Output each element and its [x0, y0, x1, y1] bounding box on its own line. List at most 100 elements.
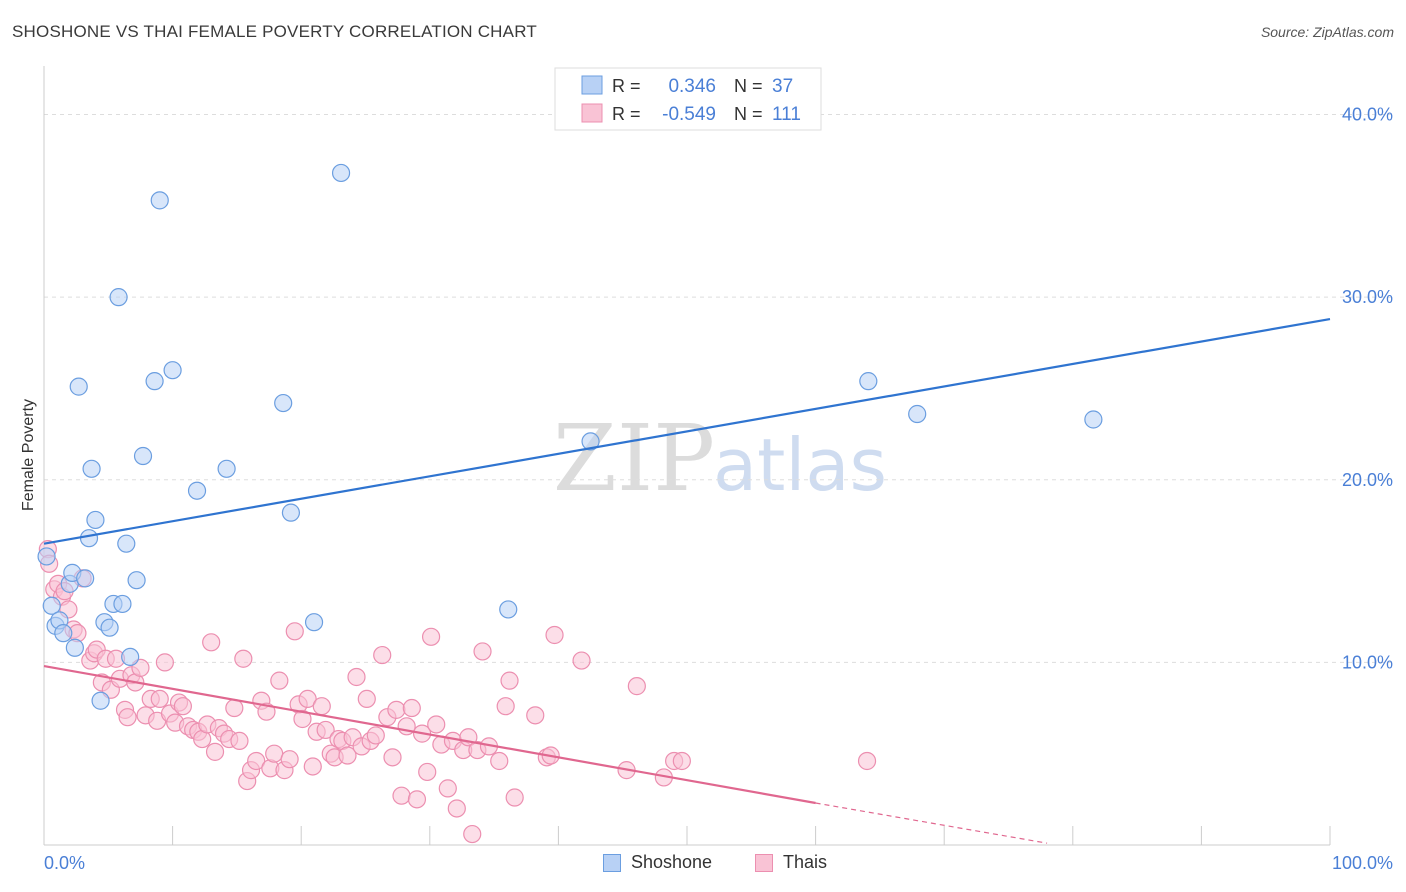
shoshone-point	[145, 372, 164, 391]
thais-point	[496, 697, 515, 716]
gridlines	[44, 114, 1392, 663]
thais-point	[338, 746, 357, 765]
shoshone-point	[76, 569, 95, 588]
shoshone-point	[100, 618, 119, 637]
stats-n-label: N =	[734, 104, 763, 124]
thais-point	[500, 671, 519, 690]
legend-swatch-shoshone	[603, 853, 621, 872]
thais-point	[173, 697, 192, 716]
thais-point	[421, 627, 441, 646]
thais-point	[473, 642, 492, 661]
shoshone-point	[187, 481, 207, 500]
shoshone-point	[1084, 410, 1103, 429]
thais-point	[234, 649, 253, 668]
legend-swatch-thais	[755, 853, 773, 872]
thais-point	[285, 622, 304, 641]
thais-point	[357, 689, 376, 709]
shoshone-point	[69, 377, 88, 396]
shoshone-point	[859, 372, 878, 391]
thais-point	[205, 742, 225, 761]
legend-label-shoshone: Shoshone	[631, 852, 713, 872]
shoshone-point	[121, 647, 140, 667]
thais-point	[447, 799, 466, 818]
shoshone-point	[117, 534, 136, 553]
stats-r-value: -0.549	[662, 104, 716, 125]
y-tick-label: 30.0%	[1342, 287, 1393, 307]
x-tick-label: 0.0%	[44, 853, 85, 873]
y-tick-label: 20.0%	[1342, 470, 1393, 490]
source-label: Source: ZipAtlas.com	[1260, 24, 1394, 40]
thais-point	[155, 653, 174, 672]
shoshone-point	[908, 404, 927, 424]
thais-point	[392, 786, 411, 805]
thais-point	[347, 667, 366, 687]
shoshone-point	[304, 613, 324, 632]
thais-point	[366, 726, 385, 745]
y-tick-label: 40.0%	[1342, 105, 1393, 125]
shoshone-point	[274, 393, 293, 413]
thais-point	[402, 698, 421, 718]
watermark: ZIP atlas	[553, 405, 887, 512]
thais-point	[298, 689, 317, 709]
shoshone-point	[281, 503, 301, 522]
thais-point	[387, 700, 406, 719]
thais-point	[270, 671, 289, 690]
thais-point	[438, 779, 457, 798]
stats-r-value: 0.346	[668, 76, 716, 97]
thais-point	[225, 698, 244, 718]
thais-point	[383, 748, 402, 767]
thais-point	[373, 645, 392, 665]
stats-legend-swatch-thais	[581, 103, 603, 123]
thais-point	[627, 677, 646, 696]
y-tick-label: 10.0%	[1342, 652, 1393, 672]
thais-trend-line-extension	[815, 802, 1048, 844]
shoshone-point	[581, 432, 600, 451]
bottom-legend: Shoshone Thais	[0, 852, 1406, 876]
shoshone-point	[109, 288, 128, 307]
data-points	[37, 163, 1103, 844]
thais-point	[572, 651, 591, 670]
shoshone-point	[331, 163, 351, 183]
legend-item-thais[interactable]: Thais	[755, 852, 827, 873]
stats-r-label: R =	[612, 104, 641, 124]
thais-point	[247, 751, 266, 771]
thais-point	[463, 824, 482, 844]
thais-point	[427, 715, 446, 734]
legend-label-thais: Thais	[783, 852, 828, 872]
thais-point	[857, 751, 877, 771]
legend-item-shoshone[interactable]: Shoshone	[603, 852, 712, 873]
shoshone-point	[133, 446, 153, 466]
shoshone-point	[82, 459, 101, 478]
thais-point	[418, 762, 437, 782]
stats-r-label: R =	[612, 76, 641, 96]
thais-point	[545, 625, 564, 645]
thais-point	[505, 788, 524, 807]
x-tick-labels: 0.0% 100.0%	[44, 853, 1393, 873]
thais-point	[312, 697, 331, 716]
thais-point	[316, 720, 335, 740]
thais-point	[526, 706, 545, 725]
thais-point	[265, 744, 284, 763]
thais-point	[230, 731, 249, 751]
thais-point	[303, 757, 322, 776]
shoshone-point	[163, 361, 182, 380]
watermark-zip: ZIP	[553, 405, 715, 512]
thais-trend-line	[43, 664, 816, 805]
stats-legend-swatch-shoshone	[581, 75, 603, 95]
shoshone-point	[79, 529, 99, 548]
shoshone-point	[37, 547, 56, 566]
shoshone-point	[86, 510, 105, 530]
thais-point	[407, 790, 427, 809]
trend-lines	[43, 317, 1331, 844]
stats-n-value: 111	[772, 104, 801, 125]
thais-point	[202, 633, 221, 652]
chart-title: SHOSHONE VS THAI FEMALE POVERTY CORRELAT…	[12, 22, 537, 41]
shoshone-point	[499, 600, 518, 619]
shoshone-point	[113, 594, 132, 614]
shoshone-point	[65, 638, 84, 657]
watermark-atlas: atlas	[713, 423, 887, 507]
thais-point	[280, 750, 299, 769]
axes	[43, 66, 1331, 846]
thais-point	[672, 751, 691, 771]
